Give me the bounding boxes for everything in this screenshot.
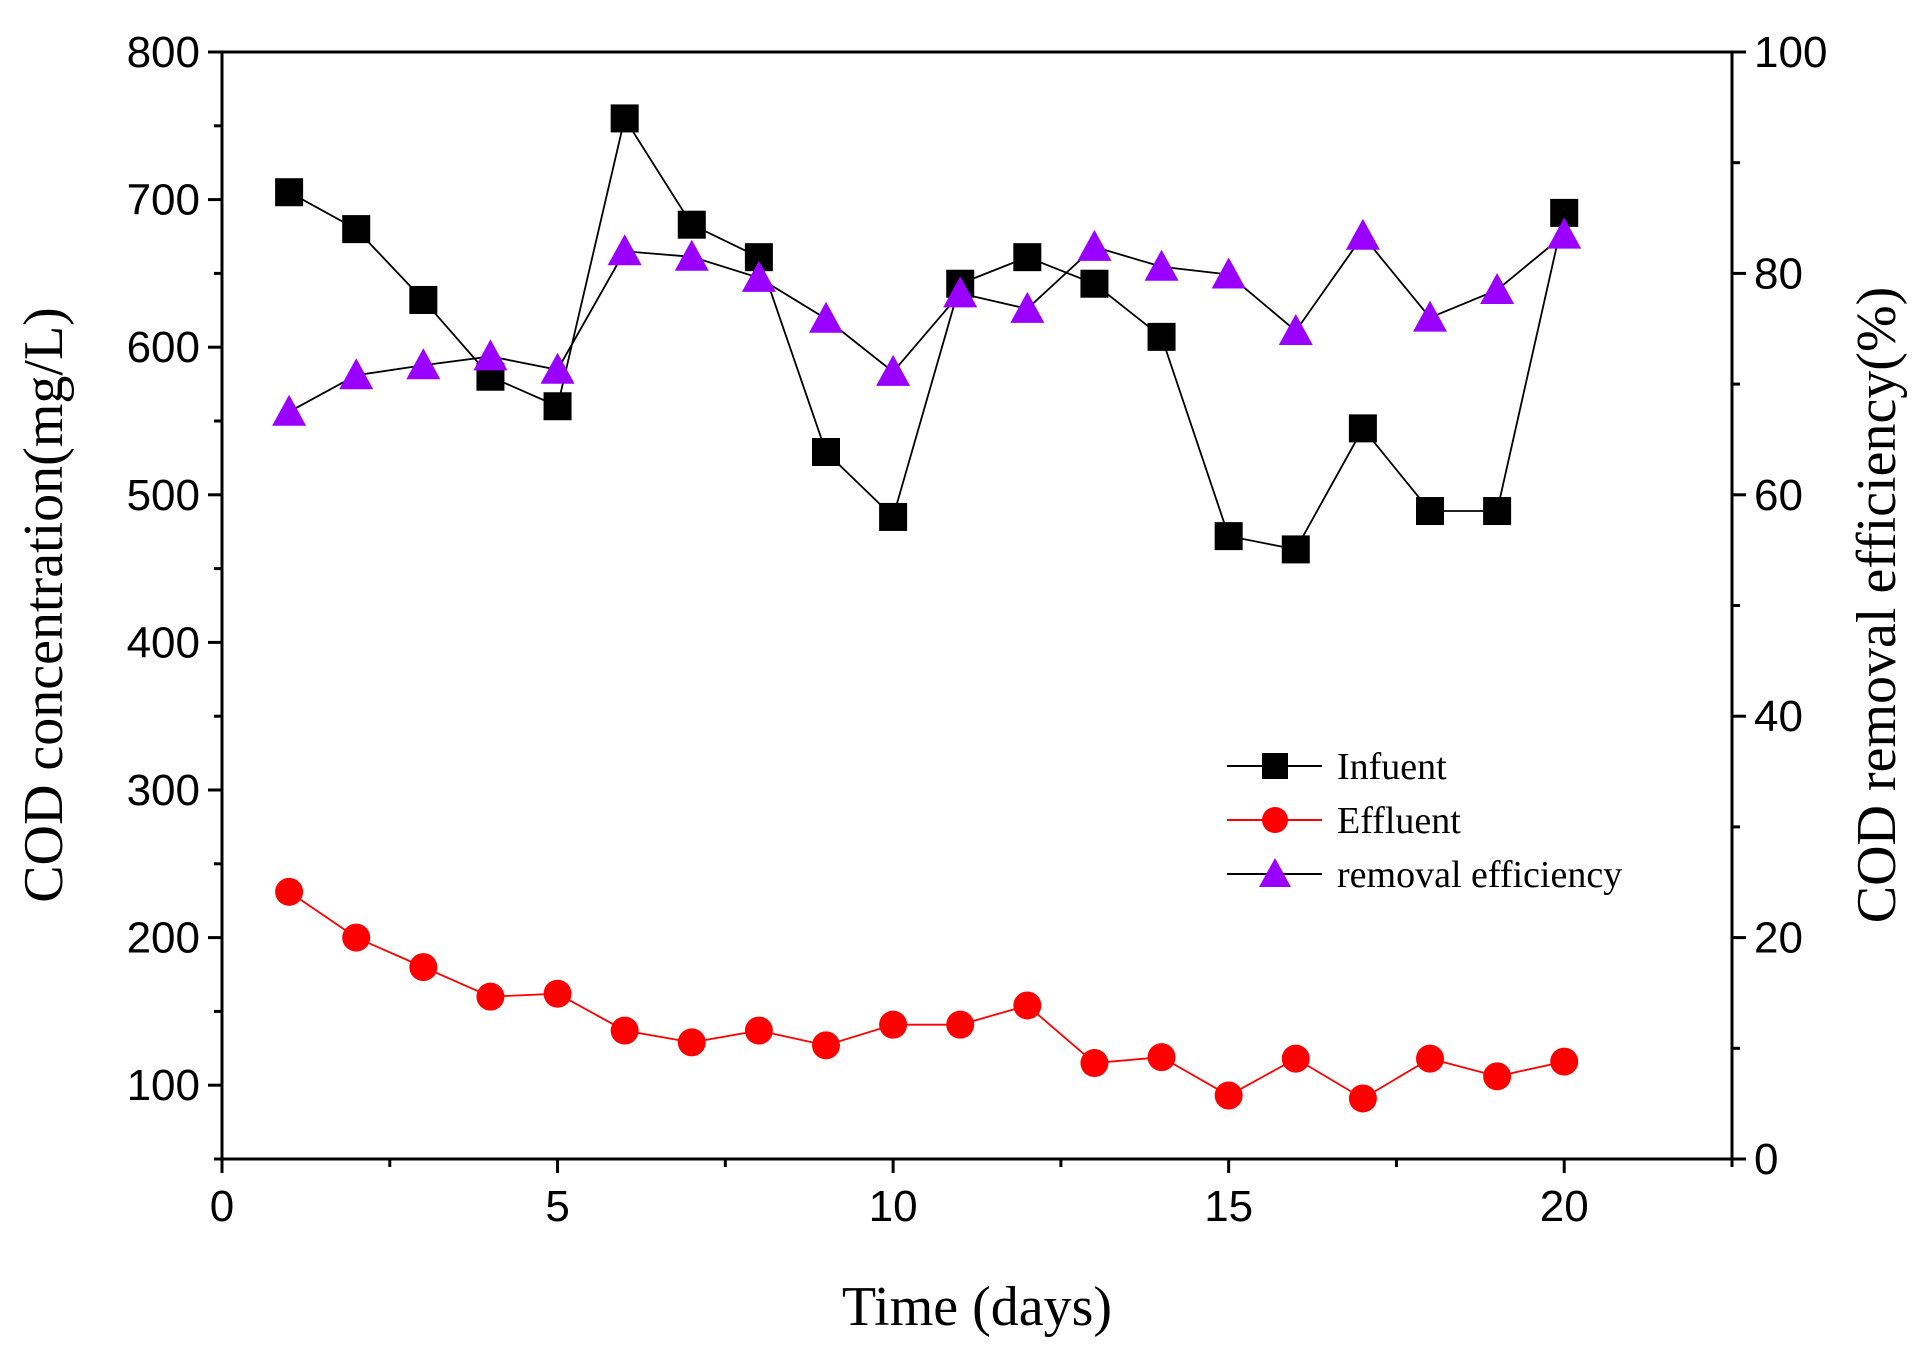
y-tick-label: 100 xyxy=(127,1061,200,1110)
y2-tick-label: 100 xyxy=(1754,28,1827,77)
data-point xyxy=(943,276,978,308)
series-line xyxy=(288,233,1565,413)
data-point xyxy=(1080,1049,1109,1078)
legend-label: removal efficiency xyxy=(1337,854,1622,896)
axes: 0 5 10 15 20 100 200 300 400 500 600 700 800 0 20 40 60 8… xyxy=(127,28,1828,1231)
data-point xyxy=(1281,535,1310,564)
data-point xyxy=(1348,414,1377,443)
x-tick-label: 15 xyxy=(1204,1182,1253,1231)
data-point xyxy=(610,1016,639,1045)
data-point xyxy=(1013,243,1042,272)
data-point xyxy=(1211,257,1246,289)
x-tick-label: 0 xyxy=(210,1182,234,1231)
legend-item: removal efficiency xyxy=(1227,854,1622,896)
y-tick-label: 400 xyxy=(127,618,200,667)
y-tick-label: 300 xyxy=(127,766,200,815)
data-point xyxy=(476,982,505,1011)
y2-tick-label: 0 xyxy=(1754,1135,1778,1184)
data-point xyxy=(1413,300,1447,332)
data-point xyxy=(1480,273,1515,305)
y2-axis-title: COD removal efficiency(%) xyxy=(1846,287,1908,923)
data-point xyxy=(812,1031,840,1060)
data-point xyxy=(1077,229,1112,261)
data-point xyxy=(607,234,642,266)
data-point xyxy=(1416,497,1444,526)
data-point xyxy=(610,104,639,133)
data-point xyxy=(812,437,840,466)
data-point xyxy=(275,877,304,906)
data-point xyxy=(677,210,706,239)
data-point xyxy=(1345,218,1380,250)
data-point xyxy=(1144,249,1179,281)
data-point xyxy=(272,394,307,426)
y-tick-label: 600 xyxy=(127,323,200,372)
legend-label: Effluent xyxy=(1337,800,1461,842)
legend-label: Infuent xyxy=(1337,746,1447,788)
y2-tick-label: 40 xyxy=(1754,692,1803,741)
data-point xyxy=(1550,1047,1579,1076)
data-point xyxy=(1278,313,1313,345)
plot-frame xyxy=(220,50,1734,1161)
data-point xyxy=(879,1010,908,1039)
legend-marker xyxy=(1262,753,1288,779)
legend-marker xyxy=(1259,858,1291,887)
y-tick-label: 700 xyxy=(127,176,200,225)
data-point xyxy=(342,215,371,244)
data-point xyxy=(1348,1084,1377,1113)
data-point xyxy=(409,285,438,314)
data-point xyxy=(809,301,843,333)
data-point xyxy=(543,979,572,1008)
data-point xyxy=(1547,217,1582,249)
data-point xyxy=(275,178,304,207)
data-point xyxy=(677,1028,706,1057)
x-tick-label: 5 xyxy=(545,1182,569,1231)
data-point xyxy=(879,502,908,531)
data-point xyxy=(342,923,371,952)
data-point xyxy=(1416,1044,1444,1073)
y-tick-label: 200 xyxy=(127,914,200,963)
x-axis-title: Time (days) xyxy=(842,1276,1112,1338)
data-point xyxy=(1214,522,1243,551)
series-removal-efficiency xyxy=(272,217,1582,426)
series-effluent xyxy=(275,877,1579,1113)
data-point xyxy=(1010,291,1045,323)
y2-tick-label: 60 xyxy=(1754,471,1803,520)
data-point xyxy=(406,348,441,380)
series-layer xyxy=(272,104,1582,1113)
data-point xyxy=(1483,497,1512,526)
data-point xyxy=(876,354,911,386)
data-point xyxy=(674,239,709,271)
data-point xyxy=(543,392,572,421)
data-point xyxy=(1147,1043,1176,1072)
x-tick-label: 10 xyxy=(869,1182,918,1231)
legend-item: Effluent xyxy=(1227,800,1461,842)
y2-tick-label: 20 xyxy=(1754,914,1803,963)
y-tick-label: 500 xyxy=(127,471,200,520)
data-point xyxy=(1214,1081,1243,1110)
data-point xyxy=(339,358,374,390)
y-tick-label: 800 xyxy=(127,28,200,77)
data-point xyxy=(1147,322,1176,351)
y2-tick-label: 80 xyxy=(1754,249,1803,298)
data-point xyxy=(1483,1062,1512,1091)
data-point xyxy=(1080,269,1109,298)
data-point xyxy=(946,1010,975,1039)
data-point xyxy=(1281,1044,1310,1073)
legend-marker xyxy=(1262,807,1288,833)
data-point xyxy=(1013,991,1042,1020)
data-point xyxy=(473,339,508,371)
legend: Infuent Effluent removal efficiency xyxy=(1227,746,1622,896)
x-tick-label: 20 xyxy=(1540,1182,1589,1231)
data-point xyxy=(540,352,575,384)
data-point xyxy=(744,1016,773,1045)
legend-item: Infuent xyxy=(1227,746,1447,788)
y-axis-title: COD concentration(mg/L) xyxy=(13,307,75,903)
data-point xyxy=(409,953,438,982)
data-point xyxy=(741,260,776,292)
